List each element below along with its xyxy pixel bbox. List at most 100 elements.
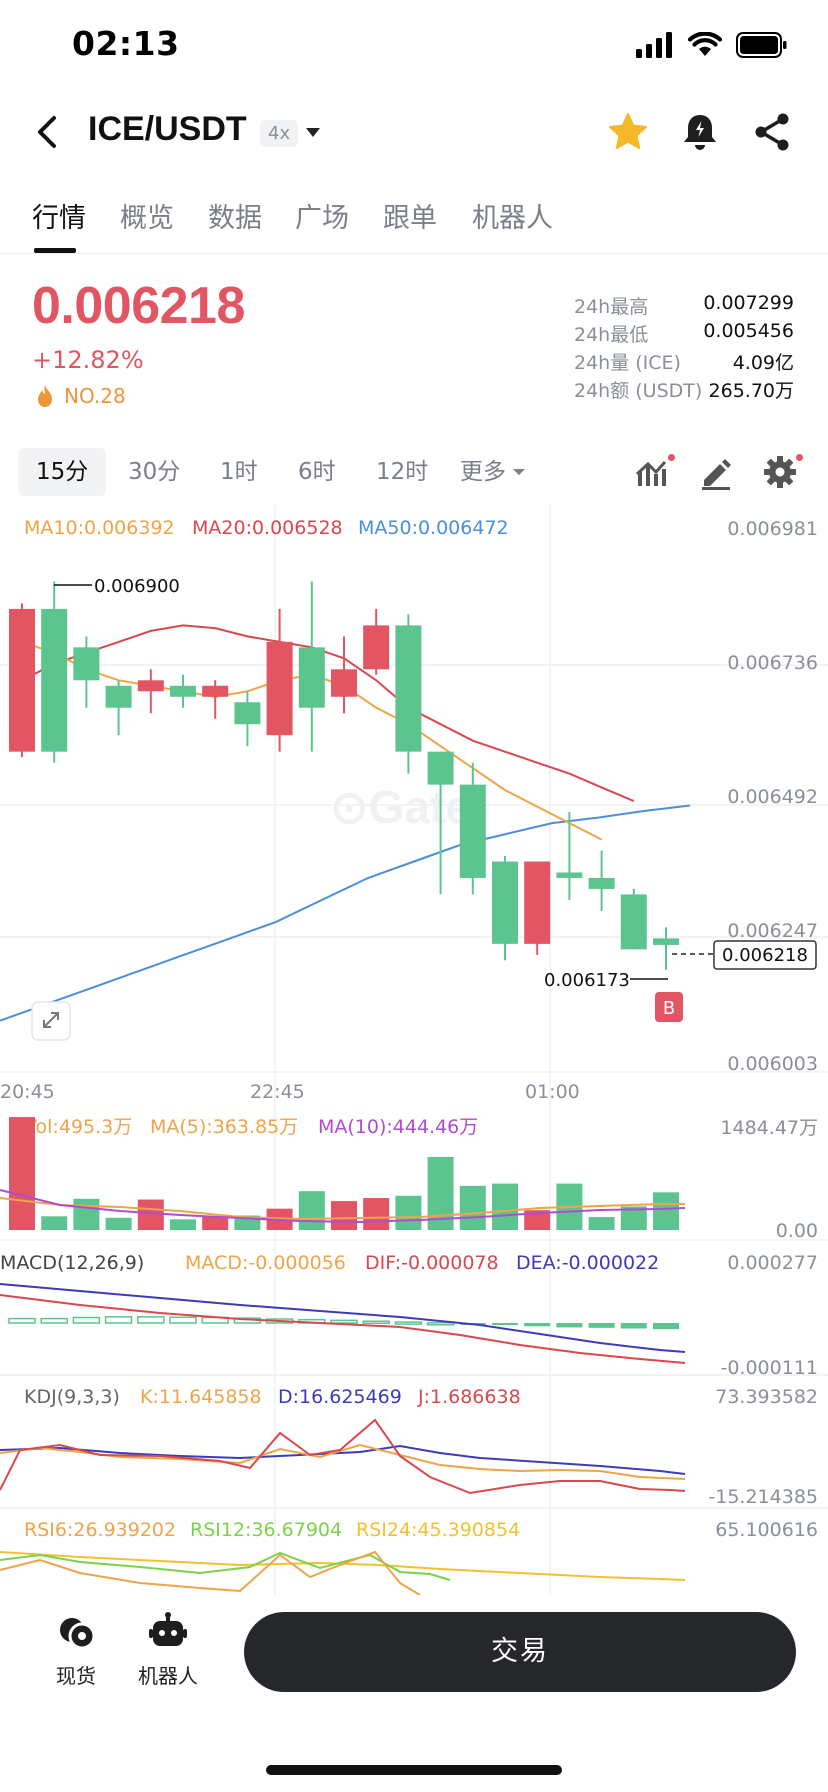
wifi-icon — [688, 32, 722, 56]
tab-market[interactable]: 行情 — [32, 203, 86, 234]
robot-button[interactable]: 机器人 — [123, 1612, 213, 1689]
interval-1h[interactable]: 1时 — [220, 459, 258, 485]
volume-bar — [620, 1206, 647, 1230]
macd-value-label: MACD:-0.000056 — [185, 1252, 346, 1274]
buy-marker[interactable] — [655, 992, 683, 1022]
share-icon[interactable] — [750, 110, 794, 154]
spot-label: 现货 — [56, 1664, 96, 1688]
y-tick-3: 0.006247 — [727, 920, 818, 942]
stat-turnover-label: 24h额 (USDT) — [574, 380, 703, 402]
interval-30m[interactable]: 30分 — [128, 459, 181, 485]
signal-icon — [636, 32, 672, 58]
flame-icon — [38, 385, 52, 407]
candle-body — [73, 647, 100, 681]
macd-bar — [492, 1323, 518, 1325]
macd-bar — [620, 1323, 647, 1329]
vol-label: Vol:495.3万 — [24, 1116, 132, 1138]
macd-dif-label: DIF:-0.000078 — [365, 1252, 499, 1274]
candle-body — [266, 641, 293, 736]
kdj-ymin: -15.214385 — [708, 1486, 818, 1508]
volume-bar — [331, 1201, 357, 1230]
interval-6h[interactable]: 6时 — [298, 459, 336, 485]
vol-ma5-label: MA(5):363.85万 — [150, 1116, 298, 1138]
chart-settings[interactable] — [760, 452, 803, 492]
pair-title[interactable]: ICE/USDT — [88, 110, 247, 148]
favorite-star-icon[interactable] — [606, 110, 650, 154]
price-change: +12.82% — [32, 346, 144, 374]
indicator-tool[interactable] — [632, 452, 675, 492]
macd-bar — [169, 1316, 197, 1324]
macd-bar — [72, 1316, 101, 1324]
robot-icon — [149, 1612, 187, 1646]
macd-bar — [40, 1317, 68, 1324]
rsi24-line — [0, 1551, 686, 1581]
tab-square[interactable]: 广场 — [295, 203, 349, 234]
ma50-line — [0, 804, 691, 1022]
macd-bar — [426, 1322, 455, 1326]
y-tick-1: 0.006736 — [727, 652, 818, 674]
stat-volume-value: 4.09亿 — [732, 352, 794, 374]
back-icon[interactable] — [26, 110, 70, 154]
volume-bar — [170, 1219, 196, 1230]
vol-ma5-line — [0, 1197, 685, 1221]
tab-copy-trading[interactable]: 跟单 — [383, 203, 437, 234]
low-label: 0.006173 — [544, 970, 630, 991]
last-price-tag — [713, 940, 817, 970]
rsi12-label: RSI12:36.67904 — [190, 1519, 342, 1541]
last-price: 0.006218 — [32, 277, 245, 335]
macd-dea-label: DEA:-0.000022 — [516, 1252, 659, 1274]
last-price-tag-text: 0.006218 — [722, 945, 808, 966]
interval-more-label: 更多 — [460, 459, 506, 485]
candle-body — [298, 647, 325, 708]
kdj-label: KDJ(9,3,3) — [24, 1386, 120, 1408]
tab-overview[interactable]: 概览 — [120, 203, 174, 234]
vol-ymin: 0.00 — [776, 1220, 818, 1242]
volume-bar — [105, 1217, 132, 1230]
price-alert-bell-icon[interactable] — [678, 110, 722, 154]
hot-rank: NO.28 — [34, 384, 126, 408]
watermark-logo: ⊙Gate — [330, 781, 471, 833]
ma20-label: MA20:0.006528 — [192, 517, 343, 539]
candle-body — [234, 702, 261, 725]
draw-tool[interactable] — [696, 452, 736, 492]
status-time: 02:13 — [72, 24, 180, 63]
kdj-k-line — [0, 1443, 686, 1480]
kdj-d-label: D:16.625469 — [278, 1386, 402, 1408]
interval-more[interactable]: 更多 — [442, 448, 544, 496]
interval-12h[interactable]: 12时 — [376, 459, 429, 485]
tab-robot[interactable]: 机器人 — [472, 203, 553, 234]
candle-body — [492, 861, 518, 944]
volume-bar — [524, 1210, 551, 1230]
gear-icon — [764, 456, 796, 488]
kline-chart[interactable]: ⊙Gate MA10:0.006392 MA20:0.006528 MA50:0… — [0, 505, 828, 1595]
candle-body — [105, 685, 132, 708]
caret-down-icon — [513, 469, 525, 475]
volume-bar — [459, 1185, 486, 1230]
macd-ymin: -0.000111 — [720, 1357, 818, 1379]
pair-dropdown-icon[interactable] — [306, 128, 320, 137]
macd-bar — [588, 1323, 615, 1328]
robot-label: 机器人 — [138, 1664, 198, 1688]
candle-body — [459, 784, 486, 878]
tab-data[interactable]: 数据 — [208, 203, 262, 234]
kdj-k-label: K:11.645858 — [140, 1386, 262, 1408]
rsi6-label: RSI6:26.939202 — [24, 1519, 176, 1541]
kdj-j-line — [0, 1418, 686, 1495]
trade-button[interactable]: 交易 — [244, 1612, 796, 1692]
high-label: 0.006900 — [94, 576, 180, 597]
candle-body — [363, 625, 390, 670]
rsi-ymax: 65.100616 — [715, 1519, 818, 1541]
candle-body — [653, 938, 679, 945]
spot-button[interactable]: 现货 — [31, 1612, 121, 1689]
interval-15m[interactable]: 15分 — [18, 448, 107, 496]
macd-histogram — [8, 1316, 679, 1330]
home-indicator — [266, 1765, 562, 1775]
rsi6-line — [0, 1550, 421, 1595]
expand-chart-button[interactable] — [31, 1001, 71, 1041]
spot-icon — [60, 1618, 96, 1650]
volume-bar — [137, 1199, 164, 1230]
candle-body — [620, 894, 647, 950]
macd-bar — [104, 1316, 133, 1324]
macd-dea-line — [0, 1283, 686, 1353]
macd-dif-line — [0, 1294, 686, 1364]
